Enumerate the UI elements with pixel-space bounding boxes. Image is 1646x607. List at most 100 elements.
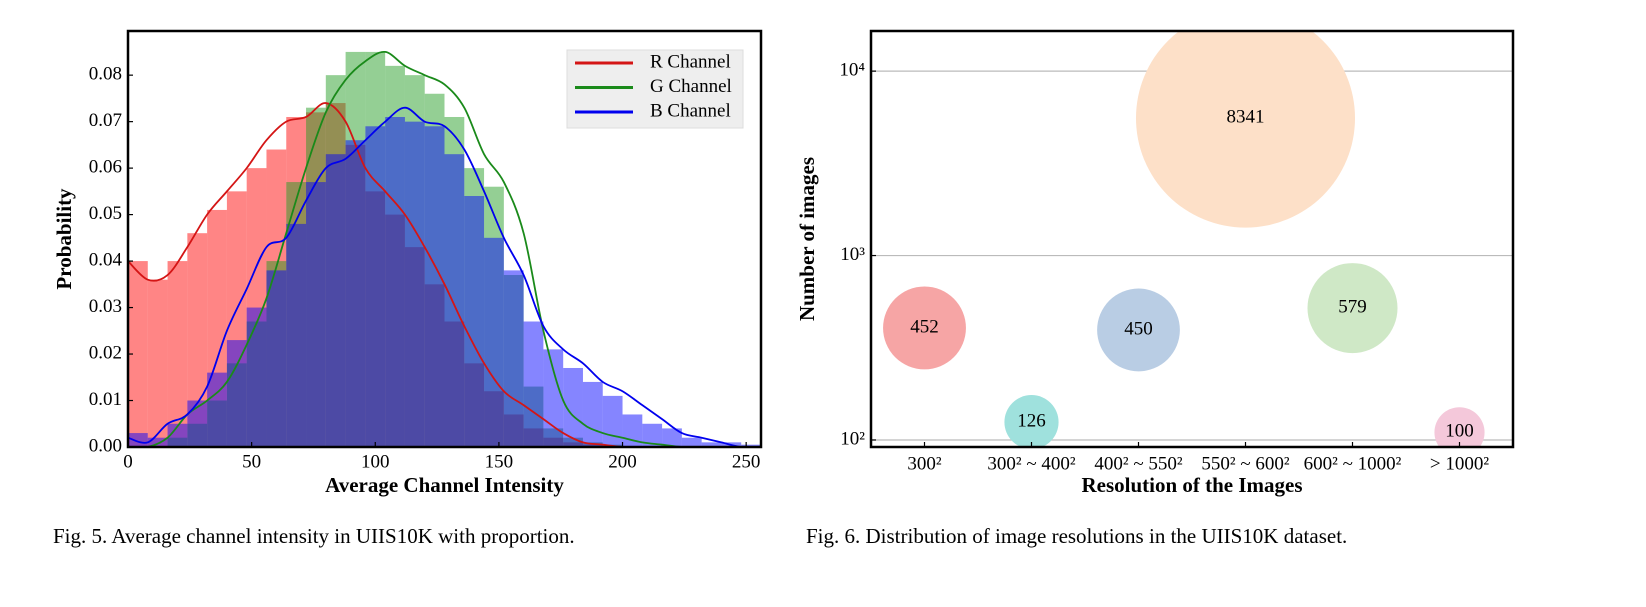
histogram-bar (464, 196, 485, 447)
histogram-bar (582, 381, 603, 447)
histogram-bar (266, 149, 287, 447)
histogram-bar (226, 191, 247, 447)
histogram-bar (424, 126, 445, 447)
x-tick-label: > 1000² (1430, 453, 1489, 474)
bubble-label: 452 (910, 316, 939, 337)
y-tick-label: 10² (840, 428, 865, 449)
x-tick-label: 100 (361, 451, 390, 472)
x-tick-label: 250 (732, 451, 761, 472)
histogram-bar (167, 437, 188, 447)
histogram-bar (503, 275, 524, 447)
y-tick-label: 0.03 (89, 296, 122, 317)
bubble-label: 8341 (1227, 106, 1265, 127)
histogram-bar (187, 423, 208, 447)
histogram-bar (701, 442, 722, 447)
x-tick-label: 600² ~ 1000² (1304, 453, 1402, 474)
plot-frame (869, 29, 1515, 449)
x-tick-label: 300² ~ 400² (987, 453, 1075, 474)
bubble-label: 450 (1124, 318, 1153, 339)
histogram-bar (404, 247, 425, 447)
x-tick-label: 150 (485, 451, 514, 472)
caption: Fig. 6. Distribution of image resolution… (806, 524, 1347, 548)
histogram-bar (484, 391, 504, 447)
histogram-bar (147, 279, 168, 447)
histogram-bar (325, 154, 346, 447)
histogram-bar (246, 307, 267, 447)
y-tick-label: 0.08 (89, 64, 122, 85)
bubble-label: 126 (1017, 410, 1046, 431)
y-tick-label: 0.02 (89, 342, 122, 363)
y-tick-label: 0.05 (89, 203, 122, 224)
y-tick-label: 0.00 (89, 435, 122, 456)
bubble (1434, 407, 1485, 447)
histogram-bar (523, 386, 544, 447)
caption: Fig. 5. Average channel intensity in UII… (53, 524, 575, 548)
histogram-bar (484, 186, 504, 447)
histogram-bar (563, 437, 583, 447)
histogram-bar (167, 423, 188, 447)
histogram-bar (365, 191, 386, 447)
plot-area (128, 51, 761, 447)
histogram-bar (365, 126, 386, 447)
y-tick-label: 0.06 (89, 156, 122, 177)
histogram-bar (404, 121, 425, 447)
histogram-bar (424, 93, 445, 447)
histogram-bar (167, 261, 188, 447)
histogram-bar (543, 428, 564, 447)
histogram-bar (444, 154, 465, 447)
y-tick-label: 10³ (840, 244, 865, 265)
x-tick-label: 400² ~ 550² (1094, 453, 1182, 474)
x-tick-label: 50 (242, 451, 261, 472)
bubble (1004, 395, 1059, 447)
histogram-bar (147, 437, 168, 447)
histogram-bar (424, 284, 445, 447)
x-axis-title: Resolution of the Images (1081, 473, 1302, 497)
histogram-bar (523, 321, 544, 447)
histogram-bar (207, 372, 227, 447)
histogram-bar (642, 423, 663, 447)
histogram-bar (128, 433, 148, 447)
x-tick-label: 200 (608, 451, 637, 472)
histogram-bar (187, 233, 208, 447)
x-tick-label: 550² ~ 600² (1201, 453, 1289, 474)
bubble (1307, 263, 1398, 354)
bubble (883, 286, 966, 370)
histogram-bar (286, 116, 307, 447)
histogram-bar (306, 112, 326, 447)
x-axis-title: Average Channel Intensity (325, 473, 564, 497)
histogram-bar (266, 270, 287, 447)
histogram-bar (187, 400, 208, 447)
bubble (1097, 288, 1180, 372)
histogram-bar (286, 182, 307, 447)
histogram-bar (246, 168, 267, 447)
y-tick-label: 10⁴ (839, 59, 865, 80)
y-axis-title: Number of images (795, 157, 819, 321)
histogram-bar (563, 442, 583, 447)
y-tick-label: 0.07 (89, 110, 122, 131)
histogram-bar (681, 437, 702, 447)
x-tick-label: 0 (123, 451, 133, 472)
x-tick-label: 300² (907, 453, 942, 474)
legend-label: R Channel (650, 51, 731, 72)
histogram-bar (444, 116, 465, 447)
histogram-bar (503, 270, 524, 447)
histogram-bar (503, 414, 524, 447)
y-axis-title: Probability (52, 188, 76, 290)
histogram-bar (385, 116, 405, 447)
plot-frame (126, 29, 763, 449)
histogram-bar (523, 428, 544, 447)
histogram-bar (385, 214, 405, 447)
histogram-bar (226, 340, 247, 447)
histogram-bar (266, 261, 287, 447)
bubble-label: 579 (1338, 296, 1367, 317)
histogram-bar (325, 75, 346, 447)
histogram-bar (306, 182, 326, 447)
y-tick-label: 0.04 (89, 249, 123, 270)
histogram-bar (404, 75, 425, 447)
histogram-bar (484, 237, 504, 447)
histogram-bar (345, 140, 366, 447)
histogram-bar (602, 395, 623, 447)
histogram-bar (543, 349, 564, 447)
histogram-bar (385, 65, 405, 447)
